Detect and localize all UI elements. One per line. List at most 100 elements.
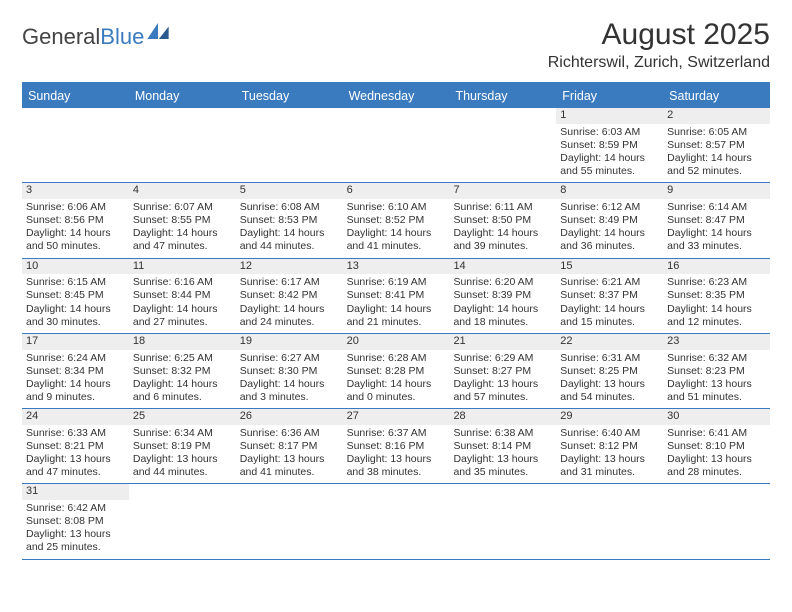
calendar-cell: 10Sunrise: 6:15 AMSunset: 8:45 PMDayligh… xyxy=(22,259,129,333)
date-number: 31 xyxy=(22,484,129,500)
cell-body: Sunrise: 6:27 AMSunset: 8:30 PMDaylight:… xyxy=(236,350,343,409)
cell-body: Sunrise: 6:24 AMSunset: 8:34 PMDaylight:… xyxy=(22,350,129,409)
date-number: 23 xyxy=(663,334,770,350)
sunrise-text: Sunrise: 6:36 AM xyxy=(240,427,339,440)
cell-body: Sunrise: 6:20 AMSunset: 8:39 PMDaylight:… xyxy=(449,274,556,333)
weeks-container: 1Sunrise: 6:03 AMSunset: 8:59 PMDaylight… xyxy=(22,108,770,560)
day-header-row: Sunday Monday Tuesday Wednesday Thursday… xyxy=(22,84,770,108)
cell-body: Sunrise: 6:21 AMSunset: 8:37 PMDaylight:… xyxy=(556,274,663,333)
cell-body: Sunrise: 6:40 AMSunset: 8:12 PMDaylight:… xyxy=(556,425,663,484)
sunset-text: Sunset: 8:30 PM xyxy=(240,365,339,378)
calendar-cell: 26Sunrise: 6:36 AMSunset: 8:17 PMDayligh… xyxy=(236,409,343,483)
location-text: Richterswil, Zurich, Switzerland xyxy=(548,54,770,72)
sunrise-text: Sunrise: 6:15 AM xyxy=(26,276,125,289)
daylight-text: Daylight: 14 hours and 41 minutes. xyxy=(347,227,446,253)
day-header-monday: Monday xyxy=(129,84,236,108)
calendar-cell: 7Sunrise: 6:11 AMSunset: 8:50 PMDaylight… xyxy=(449,183,556,257)
cell-body: Sunrise: 6:16 AMSunset: 8:44 PMDaylight:… xyxy=(129,274,236,333)
cell-body: Sunrise: 6:31 AMSunset: 8:25 PMDaylight:… xyxy=(556,350,663,409)
sunrise-text: Sunrise: 6:08 AM xyxy=(240,201,339,214)
sunrise-text: Sunrise: 6:06 AM xyxy=(26,201,125,214)
logo-text-blue: Blue xyxy=(100,24,144,50)
sunrise-text: Sunrise: 6:29 AM xyxy=(453,352,552,365)
calendar-cell xyxy=(449,484,556,558)
sunrise-text: Sunrise: 6:37 AM xyxy=(347,427,446,440)
sunset-text: Sunset: 8:10 PM xyxy=(667,440,766,453)
calendar-cell: 4Sunrise: 6:07 AMSunset: 8:55 PMDaylight… xyxy=(129,183,236,257)
cell-body: Sunrise: 6:37 AMSunset: 8:16 PMDaylight:… xyxy=(343,425,450,484)
calendar-cell: 12Sunrise: 6:17 AMSunset: 8:42 PMDayligh… xyxy=(236,259,343,333)
sunset-text: Sunset: 8:21 PM xyxy=(26,440,125,453)
date-number: 5 xyxy=(236,183,343,199)
date-number: 28 xyxy=(449,409,556,425)
week-row: 31Sunrise: 6:42 AMSunset: 8:08 PMDayligh… xyxy=(22,484,770,559)
calendar-cell: 15Sunrise: 6:21 AMSunset: 8:37 PMDayligh… xyxy=(556,259,663,333)
day-header-saturday: Saturday xyxy=(663,84,770,108)
calendar-cell: 28Sunrise: 6:38 AMSunset: 8:14 PMDayligh… xyxy=(449,409,556,483)
daylight-text: Daylight: 13 hours and 35 minutes. xyxy=(453,453,552,479)
week-row: 17Sunrise: 6:24 AMSunset: 8:34 PMDayligh… xyxy=(22,334,770,409)
sunset-text: Sunset: 8:39 PM xyxy=(453,289,552,302)
daylight-text: Daylight: 14 hours and 15 minutes. xyxy=(560,303,659,329)
daylight-text: Daylight: 14 hours and 24 minutes. xyxy=(240,303,339,329)
daylight-text: Daylight: 14 hours and 47 minutes. xyxy=(133,227,232,253)
sunset-text: Sunset: 8:32 PM xyxy=(133,365,232,378)
calendar-cell: 13Sunrise: 6:19 AMSunset: 8:41 PMDayligh… xyxy=(343,259,450,333)
calendar-cell xyxy=(343,108,450,182)
daylight-text: Daylight: 14 hours and 18 minutes. xyxy=(453,303,552,329)
date-number: 19 xyxy=(236,334,343,350)
sunrise-text: Sunrise: 6:10 AM xyxy=(347,201,446,214)
cell-body: Sunrise: 6:28 AMSunset: 8:28 PMDaylight:… xyxy=(343,350,450,409)
sunrise-text: Sunrise: 6:32 AM xyxy=(667,352,766,365)
sunset-text: Sunset: 8:57 PM xyxy=(667,139,766,152)
calendar-cell xyxy=(663,484,770,558)
sunrise-text: Sunrise: 6:20 AM xyxy=(453,276,552,289)
daylight-text: Daylight: 14 hours and 55 minutes. xyxy=(560,152,659,178)
sunset-text: Sunset: 8:14 PM xyxy=(453,440,552,453)
daylight-text: Daylight: 14 hours and 39 minutes. xyxy=(453,227,552,253)
calendar-cell: 8Sunrise: 6:12 AMSunset: 8:49 PMDaylight… xyxy=(556,183,663,257)
header: GeneralBlue August 2025 Richterswil, Zur… xyxy=(22,18,770,72)
logo: GeneralBlue xyxy=(22,18,169,50)
calendar-cell: 22Sunrise: 6:31 AMSunset: 8:25 PMDayligh… xyxy=(556,334,663,408)
logo-text-general: General xyxy=(22,24,100,50)
sunrise-text: Sunrise: 6:07 AM xyxy=(133,201,232,214)
date-number: 12 xyxy=(236,259,343,275)
sunrise-text: Sunrise: 6:34 AM xyxy=(133,427,232,440)
sunrise-text: Sunrise: 6:05 AM xyxy=(667,126,766,139)
date-number: 1 xyxy=(556,108,663,124)
daylight-text: Daylight: 13 hours and 47 minutes. xyxy=(26,453,125,479)
cell-body: Sunrise: 6:06 AMSunset: 8:56 PMDaylight:… xyxy=(22,199,129,258)
cell-body: Sunrise: 6:15 AMSunset: 8:45 PMDaylight:… xyxy=(22,274,129,333)
calendar-cell: 9Sunrise: 6:14 AMSunset: 8:47 PMDaylight… xyxy=(663,183,770,257)
sunset-text: Sunset: 8:19 PM xyxy=(133,440,232,453)
cell-body: Sunrise: 6:19 AMSunset: 8:41 PMDaylight:… xyxy=(343,274,450,333)
cell-body: Sunrise: 6:32 AMSunset: 8:23 PMDaylight:… xyxy=(663,350,770,409)
week-row: 3Sunrise: 6:06 AMSunset: 8:56 PMDaylight… xyxy=(22,183,770,258)
daylight-text: Daylight: 14 hours and 0 minutes. xyxy=(347,378,446,404)
calendar-cell xyxy=(449,108,556,182)
cell-body: Sunrise: 6:10 AMSunset: 8:52 PMDaylight:… xyxy=(343,199,450,258)
cell-body: Sunrise: 6:34 AMSunset: 8:19 PMDaylight:… xyxy=(129,425,236,484)
daylight-text: Daylight: 13 hours and 51 minutes. xyxy=(667,378,766,404)
date-number: 20 xyxy=(343,334,450,350)
calendar-cell: 14Sunrise: 6:20 AMSunset: 8:39 PMDayligh… xyxy=(449,259,556,333)
calendar-cell: 25Sunrise: 6:34 AMSunset: 8:19 PMDayligh… xyxy=(129,409,236,483)
day-header-sunday: Sunday xyxy=(22,84,129,108)
sunset-text: Sunset: 8:53 PM xyxy=(240,214,339,227)
calendar-cell: 11Sunrise: 6:16 AMSunset: 8:44 PMDayligh… xyxy=(129,259,236,333)
cell-body: Sunrise: 6:29 AMSunset: 8:27 PMDaylight:… xyxy=(449,350,556,409)
sunrise-text: Sunrise: 6:42 AM xyxy=(26,502,125,515)
sunset-text: Sunset: 8:25 PM xyxy=(560,365,659,378)
daylight-text: Daylight: 14 hours and 44 minutes. xyxy=(240,227,339,253)
sunrise-text: Sunrise: 6:21 AM xyxy=(560,276,659,289)
title-block: August 2025 Richterswil, Zurich, Switzer… xyxy=(548,18,770,72)
calendar-cell: 3Sunrise: 6:06 AMSunset: 8:56 PMDaylight… xyxy=(22,183,129,257)
calendar-cell: 16Sunrise: 6:23 AMSunset: 8:35 PMDayligh… xyxy=(663,259,770,333)
cell-body: Sunrise: 6:23 AMSunset: 8:35 PMDaylight:… xyxy=(663,274,770,333)
date-number: 24 xyxy=(22,409,129,425)
sunset-text: Sunset: 8:42 PM xyxy=(240,289,339,302)
calendar-cell: 18Sunrise: 6:25 AMSunset: 8:32 PMDayligh… xyxy=(129,334,236,408)
date-number: 7 xyxy=(449,183,556,199)
sunrise-text: Sunrise: 6:41 AM xyxy=(667,427,766,440)
